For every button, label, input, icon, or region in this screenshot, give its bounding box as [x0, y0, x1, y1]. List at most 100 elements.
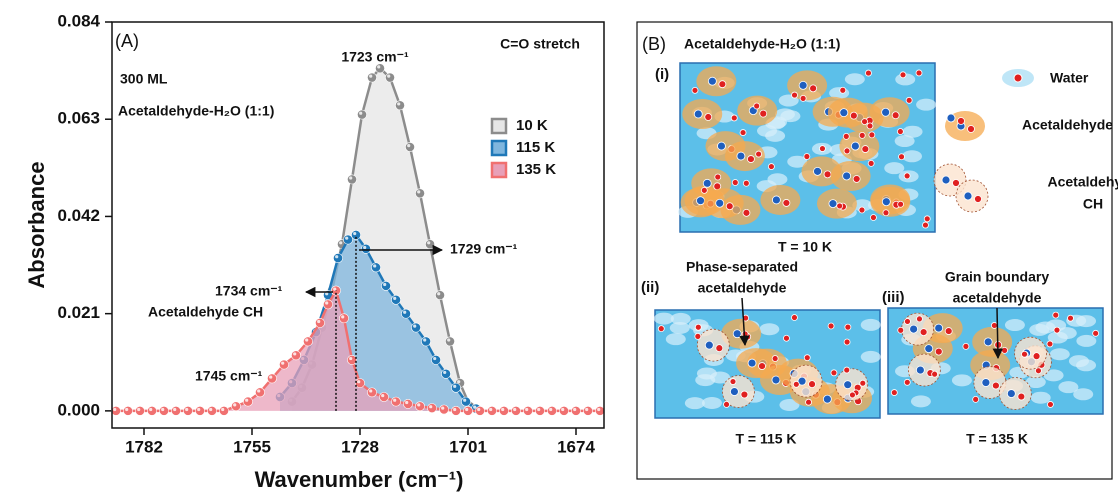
point-highlight [383, 282, 387, 287]
point-highlight [349, 356, 353, 361]
point-highlight [403, 310, 407, 314]
atom [798, 80, 808, 90]
water [691, 86, 699, 94]
atom [732, 329, 742, 339]
atom [823, 170, 832, 179]
atom [693, 109, 703, 119]
point-highlight [363, 245, 367, 250]
atom [747, 155, 755, 163]
ice [1029, 323, 1050, 336]
legend-swatch [490, 161, 508, 179]
point [371, 262, 381, 273]
point-highlight [185, 407, 189, 412]
point-highlight [257, 389, 261, 393]
ice [670, 312, 691, 325]
ice [767, 173, 788, 186]
water [990, 322, 998, 329]
water [916, 315, 923, 323]
point [499, 405, 509, 416]
atom [707, 76, 717, 86]
legend-label: Water [1050, 70, 1089, 86]
point-highlight [369, 389, 373, 393]
x-tick-label: 1755 [233, 437, 271, 456]
water [836, 202, 844, 210]
water [1021, 350, 1028, 358]
point-highlight [501, 407, 505, 412]
point-highlight [221, 407, 225, 412]
point [445, 336, 455, 347]
point [427, 403, 437, 413]
legend-label: Acetaldehyde [1047, 174, 1118, 190]
point-highlight [373, 264, 377, 268]
ice [951, 374, 972, 387]
atom [715, 344, 724, 353]
water [849, 391, 856, 399]
point-highlight [561, 407, 565, 412]
ice [1025, 376, 1046, 389]
atom [934, 347, 943, 356]
point-highlight [489, 407, 493, 412]
point [159, 405, 169, 416]
water [882, 209, 890, 217]
atom [1017, 392, 1026, 401]
point [111, 405, 121, 416]
atom [813, 166, 822, 176]
point-highlight [463, 398, 467, 402]
atom [742, 208, 751, 217]
atom [808, 380, 816, 389]
point-highlight [345, 236, 349, 240]
legend-label: 115 K [516, 139, 555, 156]
ice [1076, 315, 1097, 328]
water [1035, 367, 1042, 375]
point [439, 404, 449, 415]
ice [844, 73, 865, 86]
atom [983, 337, 993, 347]
point-highlight [325, 292, 329, 296]
legend-swatch [490, 117, 508, 135]
plot-frame [111, 21, 605, 429]
point [451, 405, 461, 416]
y-tick-label: 0.042 [57, 206, 100, 225]
point-highlight [423, 338, 427, 342]
point-highlight [173, 407, 177, 412]
point [279, 359, 289, 370]
point [333, 253, 343, 264]
atom [747, 358, 757, 368]
atom [974, 195, 982, 203]
point [425, 239, 435, 250]
water [730, 114, 738, 122]
point [547, 405, 557, 416]
point [415, 188, 425, 199]
caption: T = 10 K [778, 239, 832, 255]
panel-title: Acetaldehyde-H₂O (1:1) [684, 36, 840, 52]
point [231, 401, 241, 412]
legend-label: 135 K [516, 161, 556, 178]
point-highlight [357, 380, 361, 384]
point-highlight [209, 407, 213, 412]
point-highlight [477, 407, 481, 412]
water [657, 325, 665, 333]
point [123, 405, 133, 416]
point-highlight [113, 407, 117, 412]
point-highlight [317, 319, 321, 324]
point [391, 396, 401, 407]
water [723, 401, 730, 408]
atom [696, 196, 705, 206]
water [694, 332, 702, 340]
point-highlight [525, 407, 529, 412]
water [1001, 346, 1008, 354]
point-highlight [429, 405, 433, 409]
ice [894, 135, 915, 148]
x-tick-label: 1674 [557, 437, 595, 456]
water [923, 215, 931, 223]
ice [860, 318, 881, 331]
ice [779, 399, 800, 412]
x-tick-label: 1782 [125, 437, 163, 456]
point-highlight [513, 407, 517, 412]
point-highlight [597, 407, 601, 412]
water [962, 342, 970, 350]
water [843, 338, 851, 346]
point-highlight [473, 405, 477, 409]
ice [709, 371, 730, 384]
